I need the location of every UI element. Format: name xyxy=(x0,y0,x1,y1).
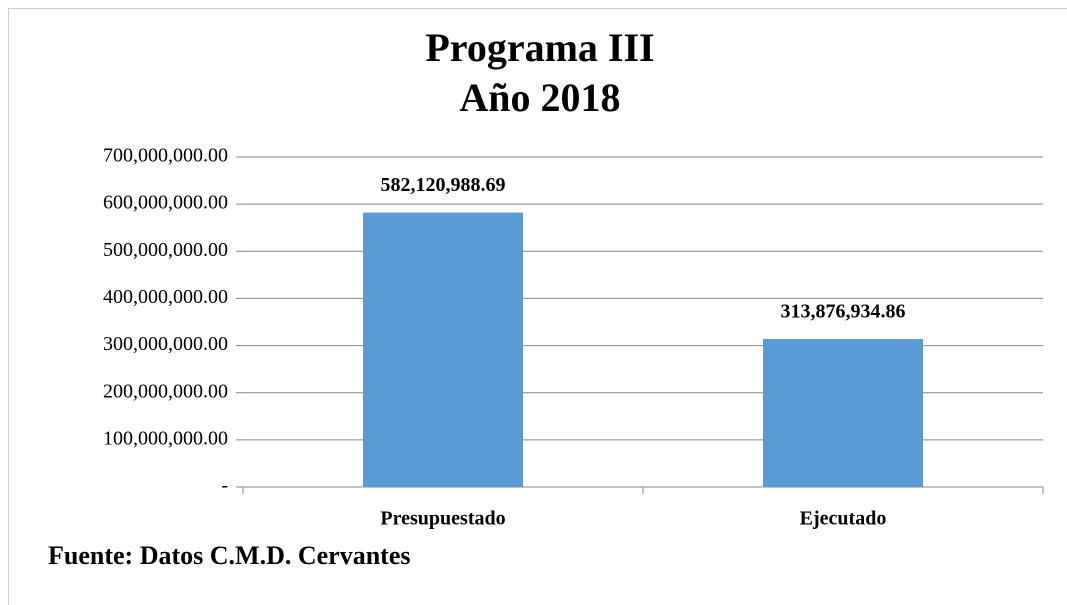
y-tick-label: 500,000,000.00 xyxy=(103,239,228,261)
y-tick-label: - xyxy=(221,475,228,497)
x-tick-label: Presupuestado xyxy=(380,508,505,530)
y-tick-label: 600,000,000.00 xyxy=(103,192,228,214)
source-note: Fuente: Datos C.M.D. Cervantes xyxy=(48,541,410,570)
bar xyxy=(763,339,923,487)
y-tick-label: 100,000,000.00 xyxy=(103,427,228,449)
value-label: 313,876,934.86 xyxy=(781,301,906,323)
y-tick-label: 200,000,000.00 xyxy=(103,380,228,402)
chart-subtitle: Año 2018 xyxy=(459,75,620,120)
y-tick-label: 300,000,000.00 xyxy=(103,333,228,355)
bar xyxy=(363,212,523,487)
y-tick-label: 700,000,000.00 xyxy=(103,145,228,167)
y-tick-label: 400,000,000.00 xyxy=(103,286,228,308)
chart-title: Programa III xyxy=(425,25,654,70)
chart-border xyxy=(8,8,1067,605)
x-tick-label: Ejecutado xyxy=(800,508,887,530)
value-label: 582,120,988.69 xyxy=(381,174,506,196)
